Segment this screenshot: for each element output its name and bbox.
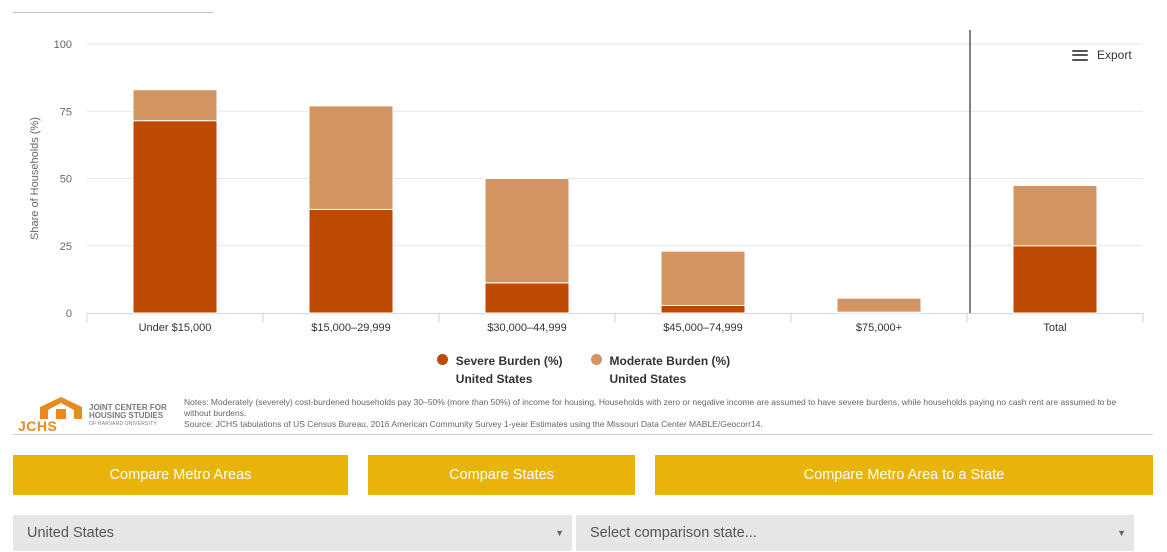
bar-severe [308, 208, 394, 314]
x-tick-label: $45,000–74,999 [663, 322, 743, 334]
menu-icon [1072, 49, 1088, 61]
comparison-state-placeholder: Select comparison state... [590, 525, 757, 541]
bar-severe [132, 120, 218, 314]
notes-text: Notes: Moderately (severely) cost-burden… [184, 397, 1117, 418]
legend-severe-subname: United States [455, 372, 533, 386]
bar-moderate [484, 178, 570, 284]
primary-area-select[interactable]: United States ▼ [13, 515, 572, 551]
bar-severe [660, 304, 746, 314]
chevron-down-icon: ▼ [1117, 528, 1126, 538]
export-label: Export [1097, 48, 1132, 62]
bar-moderate [836, 297, 922, 313]
burden-bar-chart: 0 25 50 75 100 Under $15,000 $15,000–29,999 $30… [29, 30, 1144, 334]
primary-area-value: United States [27, 525, 115, 541]
legend-item-severe[interactable]: Severe Burden (%) United States [436, 352, 563, 388]
chart-legend: Severe Burden (%) United States Moderate… [0, 352, 1167, 388]
chart-footer: JCHS JOINT CENTER FOR HOUSING STUDIES OF… [13, 393, 1153, 435]
y-axis-title: Share of Households (%) [29, 117, 41, 240]
y-tick-label: 0 [66, 308, 72, 320]
house-logo-icon [40, 397, 82, 419]
logo-name: JOINT CENTER FOR HOUSING STUDIES OF HARV… [89, 403, 167, 428]
x-tick-label: Total [1043, 322, 1066, 334]
export-button[interactable]: Export [1072, 48, 1132, 62]
compare-metro-to-state-button[interactable]: Compare Metro Area to a State [655, 455, 1153, 495]
x-tick-label: $75,000+ [856, 322, 902, 334]
bar-moderate [1012, 184, 1098, 247]
jchs-logo: JCHS JOINT CENTER FOR HOUSING STUDIES OF… [13, 393, 178, 435]
chart-notes: Notes: Moderately (severely) cost-burden… [184, 397, 1144, 430]
y-tick-label: 50 [60, 174, 72, 186]
comparison-state-select[interactable]: Select comparison state... ▼ [576, 515, 1134, 551]
legend-moderate-name: Moderate Burden (%) [609, 354, 731, 368]
section-divider [13, 434, 1153, 435]
compare-states-button[interactable]: Compare States [368, 455, 635, 495]
y-tick-label: 100 [54, 39, 72, 51]
top-rule [13, 12, 213, 13]
compare-metro-areas-button[interactable]: Compare Metro Areas [13, 455, 348, 495]
y-tick-label: 75 [60, 106, 72, 118]
x-tick-label: $15,000–29,999 [311, 322, 391, 334]
chevron-down-icon: ▼ [555, 528, 564, 538]
legend-dot-moderate [590, 354, 602, 365]
source-text: Source: JCHS tabulations of US Census Bu… [184, 419, 763, 429]
bar-moderate [308, 105, 394, 210]
legend-moderate-subname: United States [609, 372, 687, 386]
bar-severe [1012, 245, 1098, 314]
bar-moderate [660, 250, 746, 306]
legend-severe-name: Severe Burden (%) [455, 354, 563, 368]
legend-item-moderate[interactable]: Moderate Burden (%) United States [590, 352, 731, 388]
y-tick-label: 25 [60, 241, 72, 253]
bar-severe [484, 282, 570, 314]
x-tick-label: Under $15,000 [139, 322, 212, 334]
x-tick-label: $30,000–44,999 [487, 322, 567, 334]
legend-dot-severe [436, 354, 448, 365]
logo-abbr: JCHS [18, 418, 58, 434]
bar-moderate [132, 89, 218, 122]
